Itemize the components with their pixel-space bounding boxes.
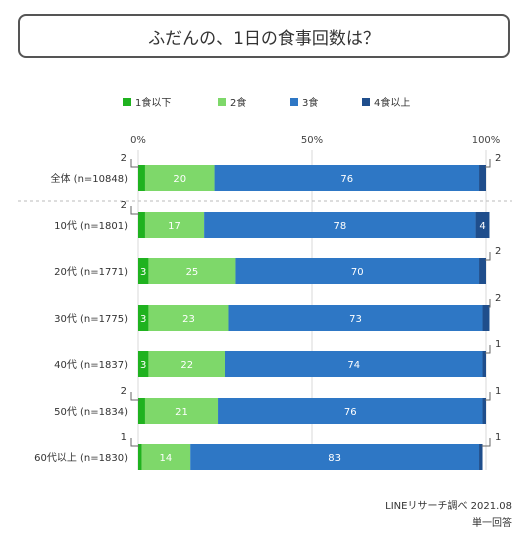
data-label: 74 — [347, 360, 360, 371]
bar-segment — [475, 212, 490, 238]
callout-line — [485, 252, 491, 261]
bar-segment — [218, 398, 483, 424]
data-label: 22 — [180, 360, 193, 371]
bar-segment — [148, 351, 225, 377]
data-label: 78 — [333, 221, 346, 232]
legend-swatch-2 — [218, 97, 226, 106]
callout-line — [485, 392, 491, 401]
data-label: 23 — [182, 314, 195, 325]
bar-segment — [144, 212, 205, 238]
legend-label-4: 4食以上 — [374, 98, 411, 109]
data-label: 83 — [328, 453, 341, 464]
data-label: 2 — [121, 153, 127, 164]
data-label: 2 — [121, 386, 127, 397]
bar-segment — [138, 212, 145, 238]
data-label: 1 — [495, 432, 501, 443]
callout-line — [130, 392, 139, 401]
legend-item-4: 4食以上 — [362, 94, 410, 109]
callout-line — [488, 299, 491, 308]
bar-segment — [148, 305, 229, 331]
legend-swatch-1 — [123, 97, 131, 106]
data-label: 73 — [349, 314, 362, 325]
data-label: 17 — [168, 221, 181, 232]
data-label: 1 — [495, 339, 501, 350]
bar-segment — [138, 165, 145, 191]
data-label: 1 — [121, 432, 127, 443]
category-label: 60代以上 (n=1830) — [34, 452, 128, 464]
data-label: 20 — [173, 174, 186, 185]
data-label: 76 — [340, 174, 353, 185]
category-label: 30代 (n=1775) — [54, 313, 128, 325]
category-label: 全体 (n=10848) — [50, 172, 128, 185]
data-label: 1 — [495, 386, 501, 397]
bar-segment — [144, 398, 219, 424]
bar-segment — [479, 165, 486, 191]
bar-segment — [482, 351, 486, 377]
legend-item-2: 2食 — [218, 94, 246, 109]
legend-item-3: 3食 — [290, 94, 318, 109]
answer-type-note: 単一回答 — [472, 518, 512, 529]
callout-line — [130, 206, 139, 215]
bar-segment — [138, 398, 145, 424]
bar-segment — [138, 444, 142, 470]
data-label: 2 — [121, 200, 127, 211]
bar-segment — [138, 258, 149, 284]
callout-line — [130, 159, 139, 168]
callout-line — [485, 159, 491, 168]
bar-segment — [225, 351, 483, 377]
bar-segment — [204, 212, 476, 238]
bar-segment — [138, 305, 149, 331]
data-label: 3 — [140, 267, 146, 278]
x-tick-label: 100% — [472, 135, 501, 146]
legend: 1食以下 2食 3食 4食以上 — [0, 94, 530, 109]
callout-line — [130, 438, 139, 447]
data-label: 14 — [159, 453, 172, 464]
legend-label-1: 1食以下 — [135, 98, 172, 109]
legend-swatch-3 — [290, 97, 298, 106]
x-tick-label: 0% — [130, 135, 146, 146]
legend-label-2: 2食 — [230, 98, 247, 109]
data-label: 2 — [495, 246, 501, 257]
chart-title: ふだんの、1日の食事回数は？ — [18, 14, 510, 58]
data-label: 3 — [140, 314, 146, 325]
data-label: 2 — [495, 293, 501, 304]
category-label: 20代 (n=1771) — [54, 266, 128, 278]
bar-segment — [148, 258, 236, 284]
bar-segment — [138, 351, 149, 377]
bar-segment — [144, 165, 215, 191]
bar-segment — [482, 305, 490, 331]
bar-segment — [479, 444, 483, 470]
bar-segment — [482, 398, 486, 424]
category-label: 40代 (n=1837) — [54, 359, 128, 371]
data-label: 25 — [186, 267, 199, 278]
bar-segment — [190, 444, 480, 470]
bar-segment — [479, 258, 486, 284]
data-label: 70 — [351, 267, 364, 278]
bar-segment — [228, 305, 483, 331]
data-label: 2 — [495, 153, 501, 164]
legend-label-3: 3食 — [302, 98, 319, 109]
legend-swatch-4 — [362, 97, 370, 106]
callout-line — [481, 438, 491, 447]
source-note: LINEリサーチ調べ 2021.08 — [385, 501, 512, 512]
legend-item-1: 1食以下 — [123, 94, 171, 109]
data-label: 3 — [140, 360, 146, 371]
bar-segment — [141, 444, 191, 470]
data-label: 76 — [344, 407, 357, 418]
x-tick-label: 50% — [301, 135, 323, 146]
data-label: 21 — [175, 407, 188, 418]
bar-segment — [214, 165, 480, 191]
bar-segment — [235, 258, 480, 284]
category-label: 10代 (n=1801) — [54, 220, 128, 232]
category-label: 50代 (n=1834) — [54, 406, 128, 418]
data-label: 4 — [479, 221, 485, 232]
callout-line — [485, 345, 491, 354]
